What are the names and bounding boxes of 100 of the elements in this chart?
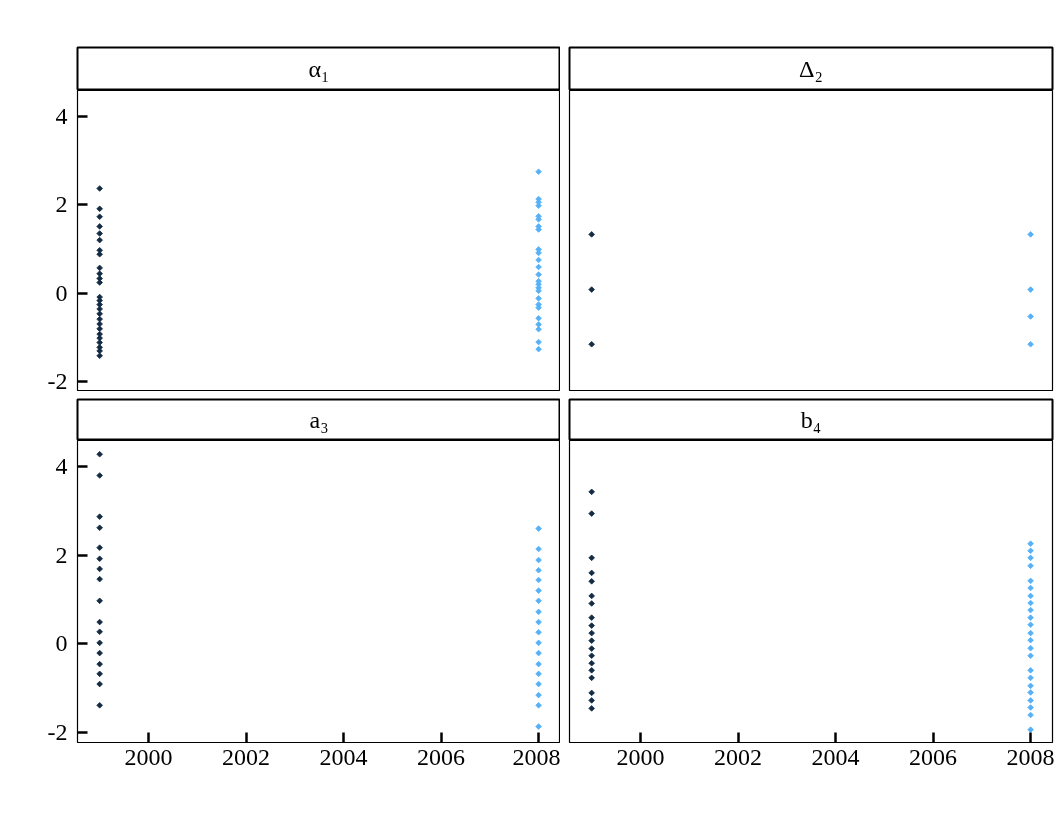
point — [535, 326, 542, 333]
point — [588, 667, 595, 674]
x-tick-label: 2002 — [714, 743, 763, 770]
point — [588, 341, 595, 348]
point — [1027, 286, 1034, 293]
point — [96, 301, 103, 308]
point — [535, 608, 542, 616]
point — [96, 305, 103, 313]
x-tick-label: 2008 — [1006, 743, 1055, 770]
point — [1027, 562, 1034, 570]
point — [535, 618, 542, 626]
point — [96, 275, 103, 282]
y-tick-label: 0 — [55, 630, 68, 657]
point — [96, 236, 103, 244]
point — [535, 723, 542, 730]
point — [588, 660, 595, 667]
x-tick-label: 2002 — [222, 743, 271, 770]
point — [96, 230, 103, 237]
point — [96, 352, 103, 359]
point — [1027, 554, 1034, 562]
point — [96, 597, 103, 605]
point — [535, 263, 542, 271]
point — [588, 614, 595, 621]
point — [1027, 584, 1034, 592]
point — [96, 524, 103, 531]
chart-title: Δ₂ — [799, 56, 823, 82]
point — [588, 629, 595, 637]
point — [588, 652, 595, 659]
point — [535, 545, 542, 553]
x-tick-label: 2000 — [124, 743, 173, 770]
point — [96, 544, 103, 551]
point — [1027, 313, 1034, 320]
x-tick-label: 2006 — [417, 743, 466, 770]
point — [588, 689, 595, 697]
point — [96, 223, 103, 230]
point — [96, 205, 103, 213]
y-tick-label: 2 — [55, 191, 68, 218]
point — [96, 251, 103, 258]
chart-title: α₁ — [308, 56, 330, 82]
point — [96, 513, 103, 520]
point — [535, 525, 542, 532]
point — [588, 286, 595, 293]
point — [96, 310, 103, 318]
point — [588, 488, 595, 496]
point — [535, 315, 542, 322]
x-tick-label: 2006 — [909, 743, 958, 770]
point — [535, 587, 542, 594]
point — [96, 325, 103, 333]
point — [535, 202, 542, 209]
point — [96, 680, 103, 688]
point — [96, 575, 103, 583]
point — [588, 600, 595, 607]
y-tick-label: 4 — [55, 453, 68, 480]
point — [96, 279, 103, 286]
point — [1027, 636, 1034, 644]
point — [96, 702, 103, 709]
point — [535, 295, 542, 302]
point — [535, 556, 542, 564]
point — [1027, 697, 1034, 704]
point — [588, 622, 595, 629]
point — [96, 472, 103, 479]
point — [588, 510, 595, 517]
point — [1027, 599, 1034, 607]
point — [535, 680, 542, 688]
point — [535, 256, 542, 264]
point — [1027, 540, 1034, 547]
point — [1027, 606, 1034, 614]
point — [96, 670, 103, 678]
x-tick-label: 2000 — [616, 743, 665, 770]
point — [1027, 644, 1034, 652]
point — [535, 670, 542, 678]
point — [1027, 629, 1034, 637]
point — [588, 578, 595, 585]
point — [535, 321, 542, 328]
point — [535, 691, 542, 699]
point — [96, 639, 103, 647]
point — [588, 637, 595, 644]
point — [535, 702, 542, 709]
y-tick-label: 2 — [55, 541, 68, 568]
x-tick-label: 2004 — [811, 743, 860, 770]
point — [1027, 682, 1034, 690]
point — [1027, 674, 1034, 682]
point — [1027, 577, 1034, 585]
chart-title: a₃ — [309, 407, 329, 433]
point — [535, 216, 542, 223]
point — [535, 597, 542, 605]
point — [96, 264, 103, 272]
point — [96, 213, 103, 220]
point — [588, 569, 595, 577]
point — [96, 660, 103, 668]
y-tick-label: -2 — [47, 718, 68, 745]
point — [96, 649, 103, 657]
point — [588, 554, 595, 562]
point — [96, 315, 103, 323]
point — [535, 629, 542, 636]
y-tick-label: 4 — [55, 103, 68, 130]
point — [588, 592, 595, 600]
point — [535, 345, 542, 353]
y-tick-label: 0 — [55, 279, 68, 306]
point — [588, 697, 595, 704]
